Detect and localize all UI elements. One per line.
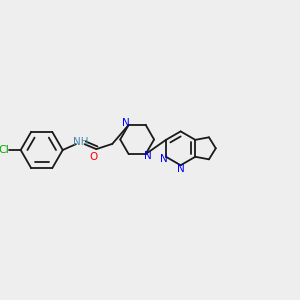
Text: N: N: [144, 151, 152, 161]
Text: N: N: [177, 164, 185, 174]
Text: Cl: Cl: [0, 145, 9, 155]
Text: NH: NH: [73, 136, 88, 146]
Text: N: N: [122, 118, 130, 128]
Text: O: O: [90, 152, 98, 162]
Text: N: N: [160, 154, 168, 164]
